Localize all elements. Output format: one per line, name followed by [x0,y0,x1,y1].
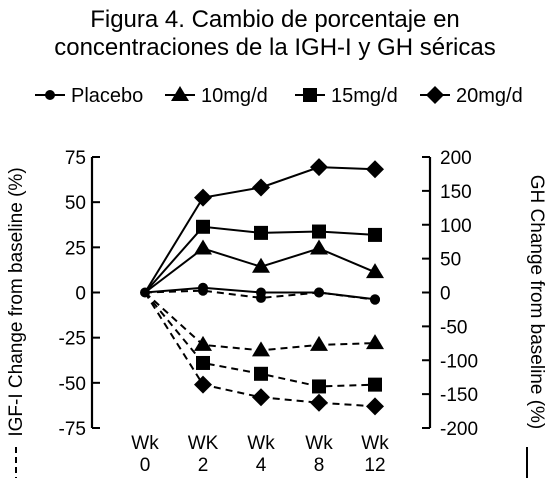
chart-title-line-2: concentraciones de la IGH-I y GH séricas [54,34,496,61]
gh-point-10mg-d [366,263,384,279]
x-category-label: WK [188,433,219,454]
series-layer [140,158,384,416]
right-axis-title: GH Change from baseline (%) [526,175,547,430]
x-category-label: Wk [361,433,389,454]
left-tick-label: 50 [65,193,86,214]
right-tick-label: -100 [440,351,478,372]
igf-point-placebo [256,292,266,303]
x-category-label: Wk [131,433,159,454]
left-tick-label: -50 [59,374,86,395]
gh-point-20mg-d [310,158,328,177]
legend-marker-20mg-d [426,86,444,104]
igf-point-20mg-d [252,388,270,407]
x-category-number: 12 [364,455,385,476]
x-category-label: Wk [305,433,333,454]
igf-point-15mg-d [254,366,268,381]
right-tick-label: 0 [440,284,451,305]
right-tick-label: -50 [440,317,467,338]
right-tick-label: 150 [440,182,472,203]
gh-point-15mg-d [368,227,382,242]
igf-point-10mg-d [366,334,384,350]
left-tick-label: -25 [59,329,86,350]
legend-label-10mg-d: 10mg/d [201,85,268,107]
igf-point-20mg-d [310,393,328,412]
right-tick-label: -200 [440,419,478,440]
igf-point-15mg-d [196,355,210,370]
gh-point-20mg-d [366,160,384,179]
legend-label-15mg-d: 15mg/d [331,85,398,107]
x-category-number: 4 [256,455,267,476]
left-tick-label: 0 [75,284,86,305]
right-tick-label: 100 [440,216,472,237]
igf-point-placebo [370,294,380,305]
igf-point-10mg-d [310,335,328,351]
right-tick-label: 200 [440,148,472,169]
right-tick-label: -150 [440,385,478,406]
legend-marker-placebo [45,90,55,100]
legend-label-20mg-d: 20mg/d [456,85,523,107]
gh-point-10mg-d [194,239,212,255]
igf-point-15mg-d [368,377,382,392]
igf-point-10mg-d [252,341,270,357]
chart-title-line-1: Figura 4. Cambio de porcentaje en [90,6,460,33]
igf-point-placebo [198,285,208,296]
legend-marker-10mg-d [171,86,189,101]
x-category-number: 2 [198,455,209,476]
left-tick-label: 25 [65,238,86,259]
gh-point-10mg-d [252,257,270,273]
gh-point-10mg-d [310,239,328,255]
left-axis-title: IGF-I Change from baseline (%) [6,167,27,436]
x-category-number: 0 [140,455,151,476]
gh-point-20mg-d [252,178,270,197]
igf-point-15mg-d [312,379,326,394]
igf-point-placebo [314,287,324,298]
legend-label-placebo: Placebo [71,85,143,107]
gh-point-20mg-d [194,188,212,207]
left-tick-label: 75 [65,148,86,169]
gh-point-15mg-d [254,225,268,240]
igf-point-10mg-d [194,335,212,351]
gh-point-15mg-d [312,224,326,239]
igf-point-20mg-d [366,397,384,416]
gh-point-15mg-d [196,219,210,234]
right-tick-label: 50 [440,250,461,271]
x-category-number: 8 [314,455,325,476]
legend: Placebo 10mg/d 15mg/d 20mg/d [35,85,523,107]
left-tick-label: -75 [59,419,86,440]
igf-line-placebo [144,289,376,301]
axes: 75 50 25 0 -25 -50 -75 200 150 100 50 0 -50 -100 -150 -… [6,148,547,478]
igf-point-20mg-d [194,375,212,394]
legend-marker-15mg-d [303,88,317,102]
origin-point [140,287,150,298]
x-category-label: Wk [247,433,275,454]
